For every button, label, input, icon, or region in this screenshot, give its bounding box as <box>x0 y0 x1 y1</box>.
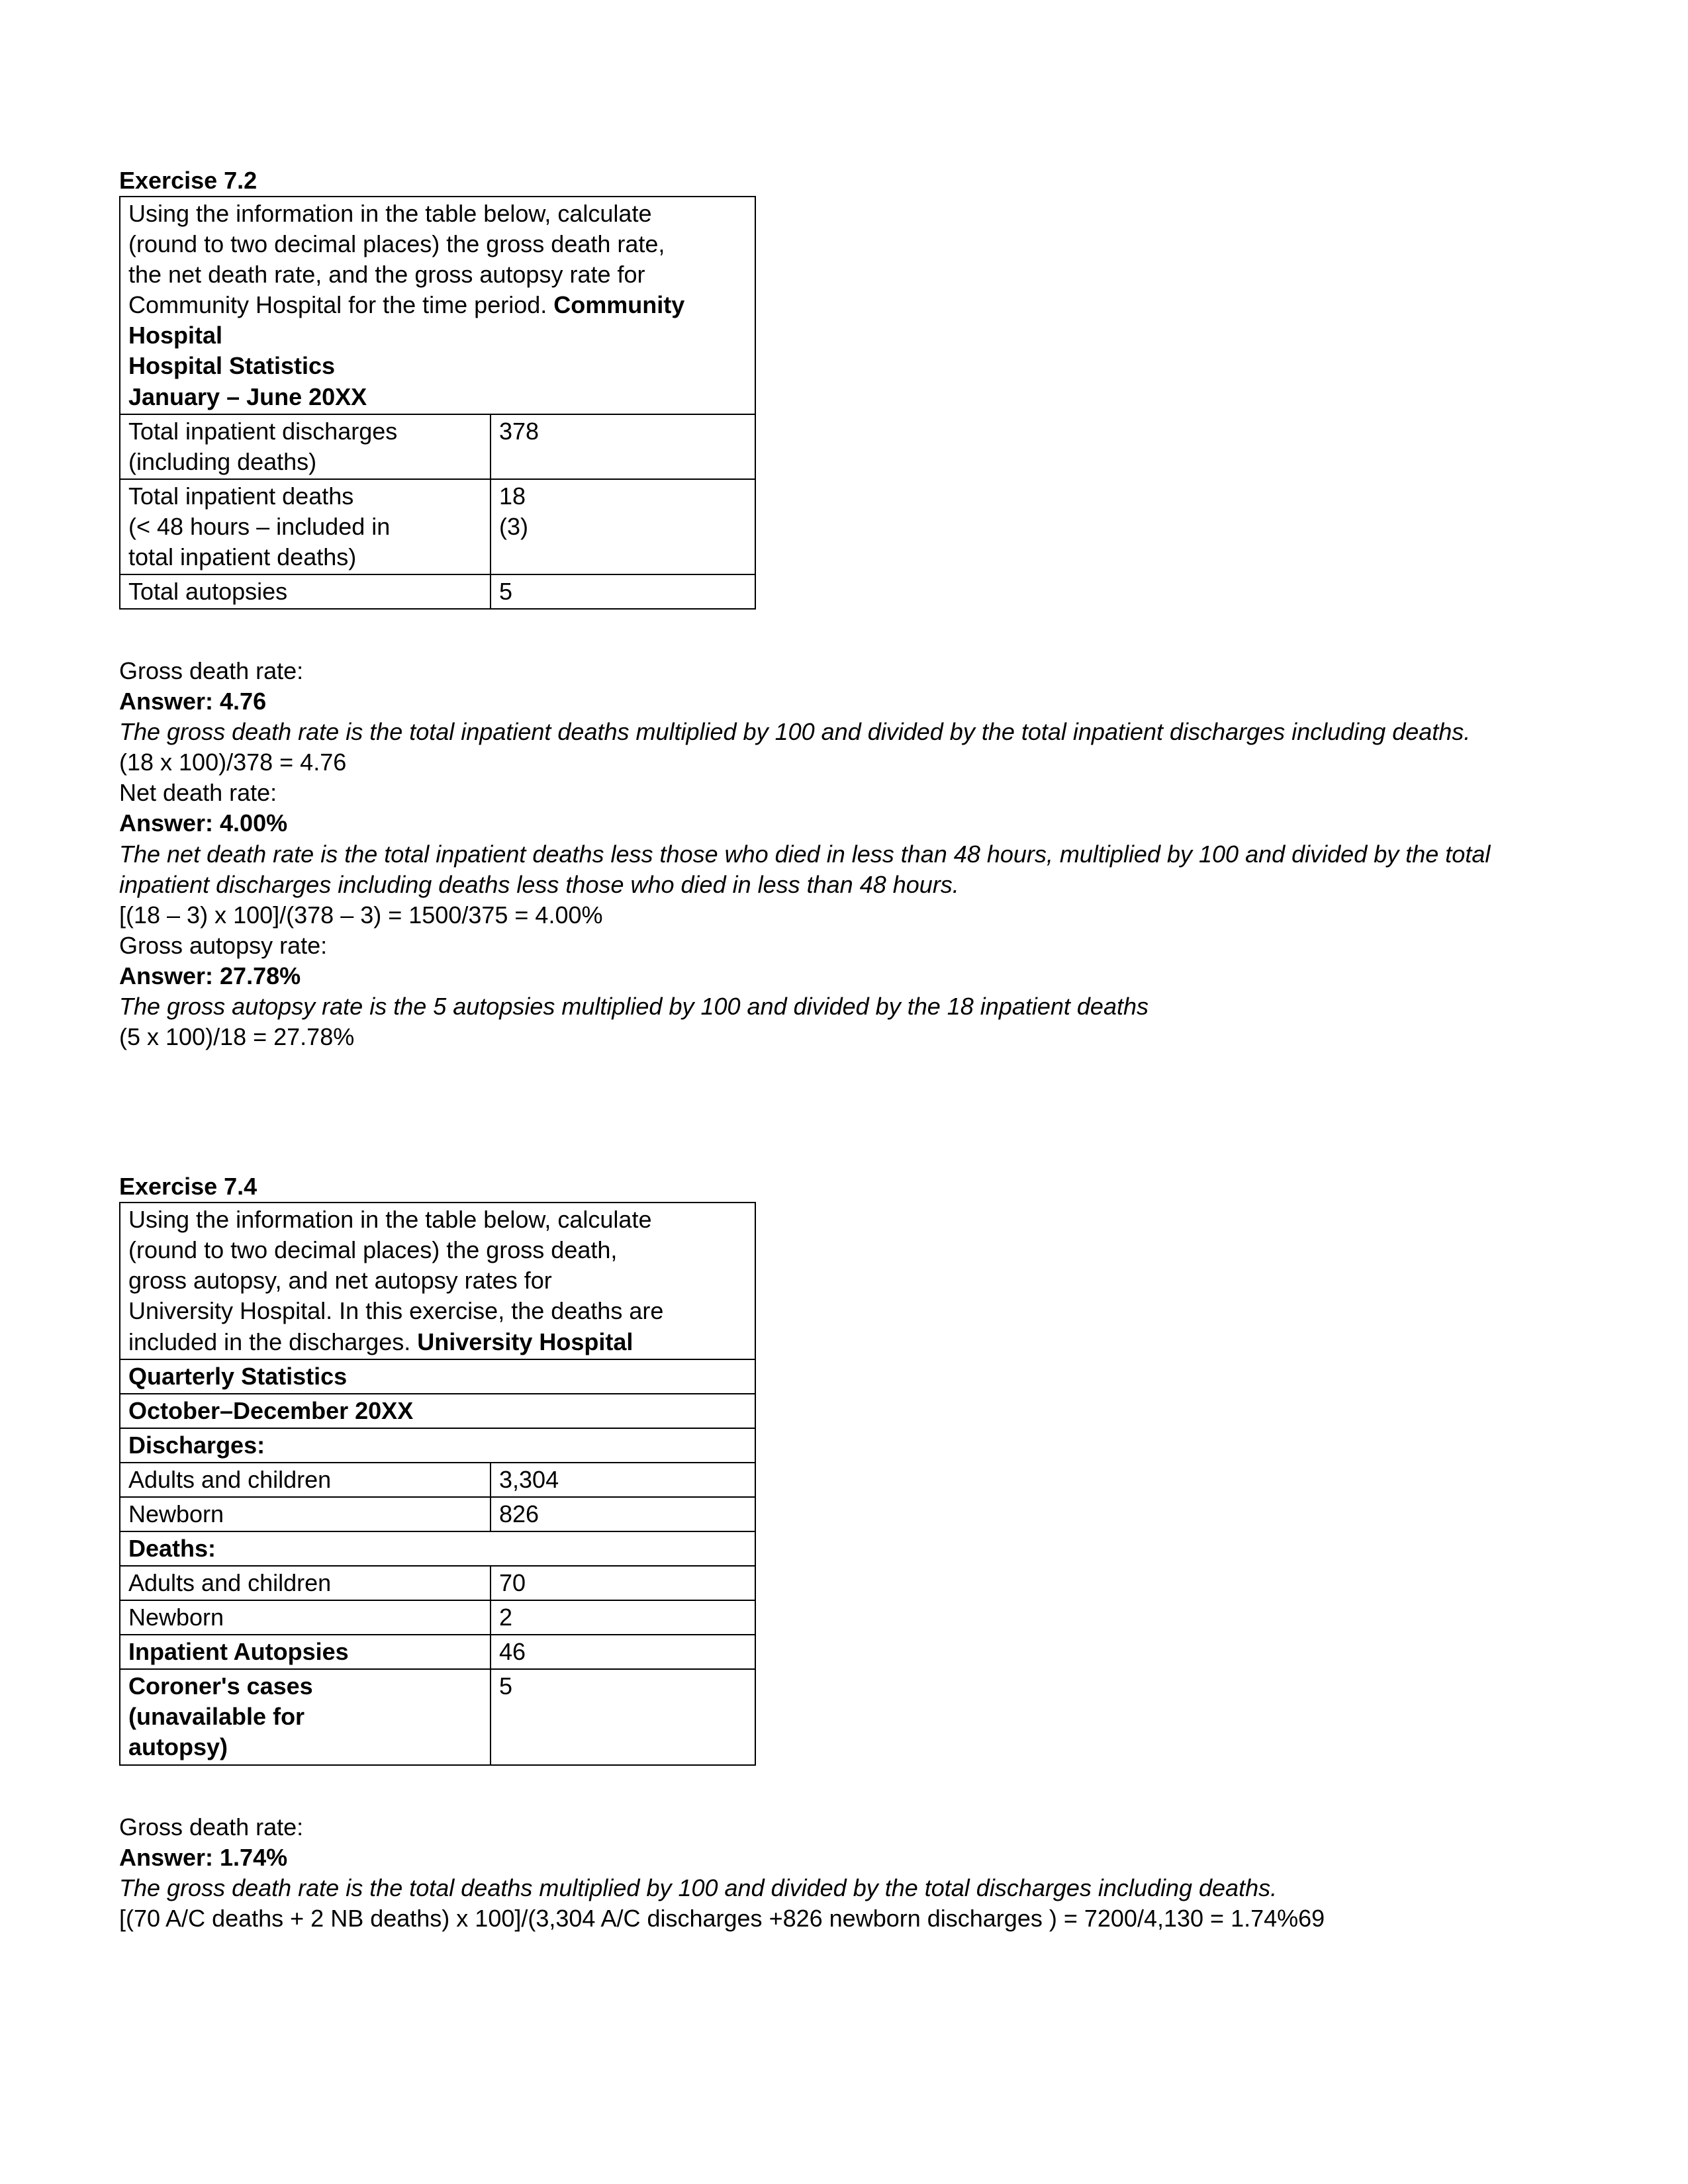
table-row: Quarterly Statistics <box>120 1359 755 1394</box>
table-row: Newborn 2 <box>120 1600 755 1635</box>
calc: (18 x 100)/378 = 4.76 <box>119 747 1569 778</box>
cell-text: Coroner's cases <box>128 1672 313 1700</box>
intro-bold-line: Hospital Statistics <box>128 352 335 379</box>
table-row: Coroner's cases (unavailable for autopsy… <box>120 1669 755 1764</box>
exercise-7-2: Exercise 7.2 Using the information in th… <box>119 165 1569 1052</box>
table-row: Adults and children 3,304 <box>120 1463 755 1497</box>
cell-text: (unavailable for <box>128 1703 305 1730</box>
ex72-table: Using the information in the table below… <box>119 196 756 610</box>
table-cell-value: 46 <box>491 1635 755 1669</box>
q-label: Gross autopsy rate: <box>119 931 1569 961</box>
explain: The net death rate is the total inpatien… <box>119 839 1569 900</box>
ex74-intro-cell: Using the information in the table below… <box>120 1203 755 1359</box>
answer-label: Answer: 4.76 <box>119 686 1569 717</box>
table-cell-label: Deaths: <box>120 1531 755 1566</box>
table-cell-label: Coroner's cases (unavailable for autopsy… <box>120 1669 491 1764</box>
intro-bold-line: January – June 20XX <box>128 383 367 410</box>
table-row: Deaths: <box>120 1531 755 1566</box>
table-cell-value: 70 <box>491 1566 755 1600</box>
intro-line: gross autopsy, and net autopsy rates for <box>128 1267 552 1294</box>
intro-line: Using the information in the table below… <box>128 1206 651 1233</box>
cell-text: autopsy) <box>128 1733 228 1760</box>
cell-text: 378 <box>499 418 539 445</box>
q-label: Gross death rate: <box>119 1812 1569 1843</box>
table-cell-label: Total inpatient discharges (including de… <box>120 414 491 479</box>
cell-text: Total inpatient deaths <box>128 482 353 510</box>
answer-label: Answer: 27.78% <box>119 961 1569 991</box>
content: Exercise 7.2 Using the information in th… <box>119 165 1569 1934</box>
intro-line: the net death rate, and the gross autops… <box>128 261 645 288</box>
table-cell-value: 826 <box>491 1497 755 1531</box>
intro-line: (round to two decimal places) the gross … <box>128 230 665 257</box>
q-label: Gross death rate: <box>119 656 1569 686</box>
table-cell-label: Adults and children <box>120 1566 491 1600</box>
table-row: Inpatient Autopsies 46 <box>120 1635 755 1669</box>
table-cell-label: Newborn <box>120 1600 491 1635</box>
table-cell-value: 5 <box>491 1669 755 1764</box>
exercise-heading: Exercise 7.2 <box>119 165 1569 196</box>
table-cell-value: 18 (3) <box>491 479 755 574</box>
intro-line: Community Hospital for the time period. <box>128 291 553 318</box>
cell-text: (< 48 hours – included in <box>128 513 390 540</box>
table-cell-value: 378 <box>491 414 755 479</box>
intro-bold-tail: Community <box>553 291 684 318</box>
table-cell-value: 3,304 <box>491 1463 755 1497</box>
calc: (5 x 100)/18 = 27.78% <box>119 1022 1569 1052</box>
ex74-answers: Gross death rate: Answer: 1.74% The gros… <box>119 1812 1569 1934</box>
ex72-intro-cell: Using the information in the table below… <box>120 197 755 414</box>
table-row: Total inpatient deaths (< 48 hours – inc… <box>120 479 755 574</box>
header-row: Discharges: <box>120 1428 755 1463</box>
intro-line: University Hospital. In this exercise, t… <box>128 1297 663 1324</box>
header-row: Quarterly Statistics <box>120 1359 755 1394</box>
table-row: Total inpatient discharges (including de… <box>120 414 755 479</box>
cell-text: (including deaths) <box>128 448 316 475</box>
explain: The gross death rate is the total inpati… <box>119 717 1569 747</box>
table-row: Total autopsies 5 <box>120 574 755 609</box>
cell-text: total inpatient deaths) <box>128 543 356 570</box>
header-row: October–December 20XX <box>120 1394 755 1428</box>
exercise-heading: Exercise 7.4 <box>119 1171 1569 1202</box>
answer-label: Answer: 4.00% <box>119 808 1569 839</box>
intro-line: Using the information in the table below… <box>128 200 651 227</box>
ex72-answers: Gross death rate: Answer: 4.76 The gross… <box>119 656 1569 1052</box>
calc: [(70 A/C deaths + 2 NB deaths) x 100]/(3… <box>119 1903 1569 1934</box>
table-cell-label: Newborn <box>120 1497 491 1531</box>
table-cell-value: 5 <box>491 574 755 609</box>
table-row: Newborn 826 <box>120 1497 755 1531</box>
intro-line: (round to two decimal places) the gross … <box>128 1236 617 1263</box>
answer-label: Answer: 1.74% <box>119 1843 1569 1873</box>
explain: The gross autopsy rate is the 5 autopsie… <box>119 991 1569 1022</box>
table-row: Adults and children 70 <box>120 1566 755 1600</box>
intro-bold-line: Hospital <box>128 322 222 349</box>
table-cell-label: Total autopsies <box>120 574 491 609</box>
cell-text: Total inpatient discharges <box>128 418 397 445</box>
page: Exercise 7.2 Using the information in th… <box>0 0 1688 2184</box>
ex74-table: Using the information in the table below… <box>119 1202 756 1765</box>
exercise-7-4: Exercise 7.4 Using the information in th… <box>119 1171 1569 1934</box>
table-cell-value: 2 <box>491 1600 755 1635</box>
intro-bold-tail: University Hospital <box>417 1328 633 1355</box>
table-cell-label: Inpatient Autopsies <box>120 1635 491 1669</box>
calc: [(18 – 3) x 100]/(378 – 3) = 1500/375 = … <box>119 900 1569 931</box>
explain: The gross death rate is the total deaths… <box>119 1873 1569 1903</box>
table-row: Discharges: <box>120 1428 755 1463</box>
table-cell-label: Adults and children <box>120 1463 491 1497</box>
table-row: October–December 20XX <box>120 1394 755 1428</box>
q-label: Net death rate: <box>119 778 1569 808</box>
cell-text: (3) <box>499 513 528 540</box>
table-cell-label: Total inpatient deaths (< 48 hours – inc… <box>120 479 491 574</box>
cell-text: 18 <box>499 482 526 510</box>
intro-line: included in the discharges. <box>128 1328 417 1355</box>
